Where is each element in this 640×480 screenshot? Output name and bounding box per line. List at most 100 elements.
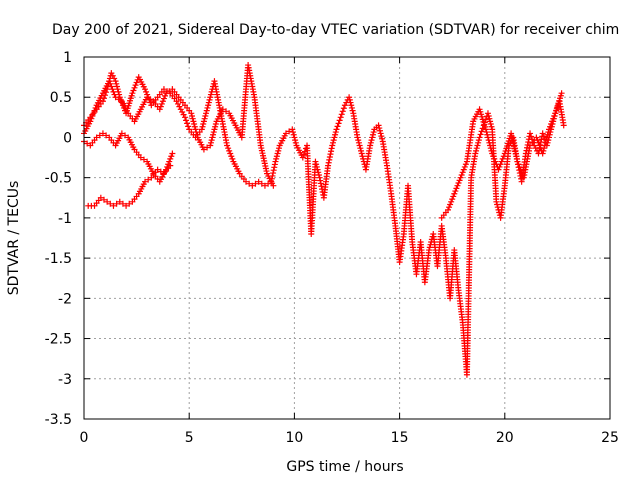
data-point — [325, 162, 332, 169]
data-point — [314, 166, 321, 173]
data-point — [107, 80, 114, 87]
y-tick-label: -1 — [58, 211, 72, 227]
data-point — [208, 137, 215, 144]
data-point — [289, 129, 296, 136]
data-point — [272, 158, 279, 165]
data-point — [203, 107, 210, 114]
data-point — [100, 196, 107, 203]
data-point — [107, 200, 114, 207]
data-point — [315, 169, 322, 176]
data-point — [336, 117, 343, 124]
data-point — [335, 120, 342, 127]
data-point — [348, 102, 355, 109]
data-point — [223, 108, 230, 115]
data-point — [299, 154, 306, 161]
data-point — [97, 194, 104, 201]
data-point — [535, 139, 542, 146]
y-tick-label: 0 — [63, 130, 72, 146]
data-point — [164, 163, 171, 170]
x-axis-label: GPS time / hours — [286, 459, 403, 475]
x-tick-label: 20 — [496, 430, 514, 446]
y-tick-label: -3.5 — [45, 412, 72, 428]
data-point — [166, 88, 173, 95]
data-point — [291, 134, 298, 141]
data-point — [533, 134, 540, 141]
data-point — [132, 82, 139, 89]
data-point — [460, 166, 467, 173]
data-point — [325, 159, 332, 166]
data-point — [317, 180, 324, 187]
data-point — [494, 201, 501, 208]
data-point — [516, 163, 523, 170]
data-point — [290, 131, 297, 138]
data-point — [163, 90, 170, 97]
data-point — [456, 177, 463, 184]
data-point — [485, 137, 492, 144]
x-tick-label: 15 — [391, 430, 409, 446]
data-point — [228, 153, 235, 160]
data-point — [249, 182, 256, 189]
data-point — [358, 147, 365, 154]
data-point — [292, 139, 299, 146]
data-point — [476, 134, 483, 141]
data-point — [328, 145, 335, 152]
data-point — [212, 121, 219, 128]
data-point — [449, 196, 456, 203]
data-point — [547, 123, 554, 130]
data-point — [114, 86, 121, 93]
data-point — [491, 155, 498, 162]
data-point — [110, 88, 117, 95]
data-point — [326, 156, 333, 163]
data-point — [154, 166, 161, 173]
data-point — [551, 112, 558, 119]
data-point — [349, 107, 356, 114]
data-point — [227, 150, 234, 157]
data-point — [110, 202, 117, 209]
data-point — [550, 115, 557, 122]
data-point — [536, 142, 543, 149]
data-point — [528, 133, 535, 140]
data-point — [317, 177, 324, 184]
data-point — [210, 131, 217, 138]
data-point — [486, 115, 493, 122]
data-point — [558, 90, 565, 97]
data-point — [169, 150, 176, 157]
data-point — [92, 104, 99, 111]
data-point — [99, 130, 106, 137]
data-point — [473, 145, 480, 152]
data-point — [462, 161, 469, 168]
data-point — [426, 247, 433, 254]
data-point — [140, 156, 147, 163]
data-point — [145, 176, 152, 183]
data-point — [207, 139, 214, 146]
data-point — [497, 161, 504, 168]
data-point — [315, 171, 322, 178]
data-point — [206, 96, 213, 103]
data-point — [89, 112, 96, 119]
data-point — [156, 106, 163, 113]
data-point — [332, 131, 339, 138]
data-point — [108, 83, 115, 90]
data-point — [131, 84, 138, 91]
data-point — [270, 170, 277, 177]
data-points — [81, 62, 567, 378]
data-point — [355, 137, 362, 144]
data-point — [499, 155, 506, 162]
data-point — [162, 92, 169, 99]
data-point — [243, 178, 250, 185]
data-point — [87, 118, 94, 125]
data-point — [485, 112, 492, 119]
data-point — [224, 142, 231, 149]
data-point — [275, 147, 282, 154]
data-point — [160, 86, 167, 93]
data-point — [448, 198, 455, 205]
data-point — [477, 131, 484, 138]
data-point — [312, 158, 319, 165]
data-point — [545, 126, 552, 133]
data-point — [356, 142, 363, 149]
data-point — [103, 132, 110, 139]
data-point — [119, 200, 126, 207]
data-point — [225, 145, 232, 152]
data-point — [219, 106, 226, 113]
data-point — [91, 107, 98, 114]
